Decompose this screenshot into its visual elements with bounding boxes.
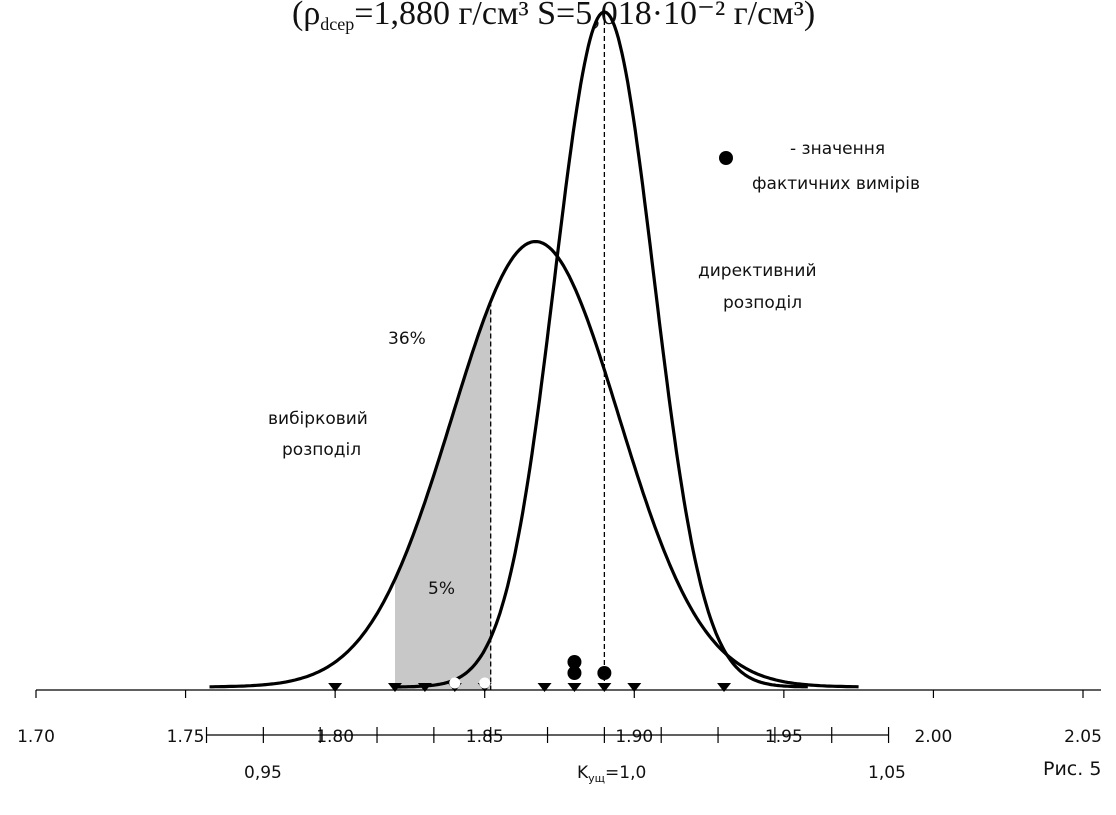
figure-label: Рис. 5 <box>1043 758 1101 780</box>
x-tick-label: 1.90 <box>615 727 653 747</box>
x-axis: 1.70 1.75 1.80 1.85 1.90 1.95 2.00 2.05 <box>17 689 1102 747</box>
open-marker <box>449 677 461 689</box>
sample-distribution-label-1: вибірковий <box>268 409 368 429</box>
sample-distribution-curve <box>209 240 859 689</box>
measurement-triangle <box>537 683 552 692</box>
legend-circle-marker <box>719 151 733 165</box>
title-part-1: (ρ <box>292 0 320 32</box>
title-part-2: =1,880 г/см³ S=5,018·10⁻² г/см³) <box>354 0 815 32</box>
x-tick-label: 1.95 <box>765 727 803 747</box>
x-tick-label: 1.85 <box>466 727 504 747</box>
directive-distribution-label-1: директивний <box>698 261 817 281</box>
kush-subscript: ущ <box>588 772 605 785</box>
title-subscript: dcep <box>320 14 354 34</box>
x-tick-label: 2.05 <box>1064 727 1102 747</box>
measurement-triangle <box>597 683 612 692</box>
x-tick-label: 1.80 <box>316 727 354 747</box>
sample-distribution-label-2: розподіл <box>282 440 361 460</box>
measurement-triangle <box>417 683 432 692</box>
secondary-label-105: 1,05 <box>868 763 906 783</box>
x-tick-label: 1.70 <box>17 727 55 747</box>
reference-lines-layer <box>490 12 606 690</box>
measurement-triangle <box>387 683 402 692</box>
legend-text-2: фактичних вимірів <box>752 174 920 194</box>
measurement-circle <box>567 666 582 680</box>
curves-layer <box>209 10 859 689</box>
shaded-5pct-region <box>395 301 491 690</box>
secondary-axis <box>205 727 890 743</box>
kush-rest: =1,0 <box>605 763 646 783</box>
legend: - значення фактичних вимірів <box>719 139 920 194</box>
measurement-triangle <box>328 683 343 692</box>
measurement-markers <box>328 655 732 692</box>
legend-text-1: - значення <box>790 139 885 159</box>
measurement-triangle <box>567 683 582 692</box>
measurement-triangle <box>627 683 642 692</box>
plot-area: 1.70 1.75 1.80 1.85 1.90 1.95 2.00 2.05 <box>17 10 1102 747</box>
chart-title: (ρdcep=1,880 г/см³ S=5,018·10⁻² г/см³) <box>292 0 815 34</box>
label-36pct: 36% <box>388 329 426 349</box>
directive-distribution-curve <box>395 10 808 689</box>
label-5pct: 5% <box>428 579 455 599</box>
measurement-circle <box>567 655 582 669</box>
chart-title-text: (ρdcep=1,880 г/см³ S=5,018·10⁻² г/см³) <box>292 0 815 34</box>
secondary-label-kush: Kущ=1,0 <box>577 763 646 785</box>
x-tick-label: 2.00 <box>914 727 952 747</box>
x-tick-label: 1.75 <box>167 727 205 747</box>
measurement-circle <box>597 666 612 680</box>
kush-main: K <box>577 763 589 783</box>
open-marker <box>479 677 491 689</box>
measurement-triangle <box>717 683 732 692</box>
directive-distribution-label-2: розподіл <box>723 293 802 313</box>
shaded-area-layer <box>395 301 491 690</box>
secondary-label-095: 0,95 <box>244 763 282 783</box>
